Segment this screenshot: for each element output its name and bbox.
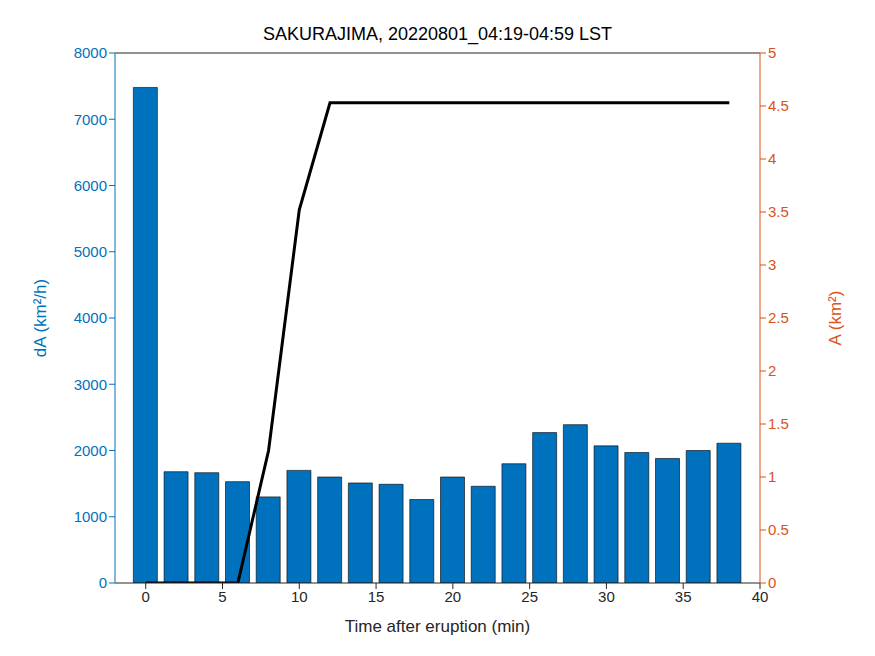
svg-text:5000: 5000 <box>74 243 107 260</box>
svg-text:3000: 3000 <box>74 376 107 393</box>
svg-text:7000: 7000 <box>74 111 107 128</box>
svg-text:4000: 4000 <box>74 309 107 326</box>
svg-text:5: 5 <box>768 44 776 61</box>
svg-text:30: 30 <box>598 588 615 605</box>
svg-text:40: 40 <box>752 588 769 605</box>
svg-text:1: 1 <box>768 468 776 485</box>
svg-text:1000: 1000 <box>74 508 107 525</box>
svg-text:2.5: 2.5 <box>768 309 789 326</box>
svg-text:0.5: 0.5 <box>768 521 789 538</box>
svg-text:4.5: 4.5 <box>768 97 789 114</box>
svg-text:0: 0 <box>142 588 150 605</box>
svg-text:2000: 2000 <box>74 442 107 459</box>
svg-text:2: 2 <box>768 362 776 379</box>
svg-text:3.5: 3.5 <box>768 203 789 220</box>
svg-text:35: 35 <box>675 588 692 605</box>
svg-text:5: 5 <box>218 588 226 605</box>
svg-text:25: 25 <box>521 588 538 605</box>
svg-text:15: 15 <box>368 588 385 605</box>
svg-text:6000: 6000 <box>74 177 107 194</box>
svg-text:1.5: 1.5 <box>768 415 789 432</box>
svg-text:dA (km²/h): dA (km²/h) <box>31 279 50 357</box>
svg-text:Time after eruption (min): Time after eruption (min) <box>345 617 530 636</box>
svg-text:20: 20 <box>445 588 462 605</box>
svg-text:3: 3 <box>768 256 776 273</box>
svg-text:10: 10 <box>291 588 308 605</box>
svg-text:A (km²): A (km²) <box>826 291 845 346</box>
svg-text:8000: 8000 <box>74 44 107 61</box>
svg-text:4: 4 <box>768 150 776 167</box>
html-text:SAKURAJIMA, 20220801_04:19-04:: SAKURAJIMA, 20220801_04:19-04:59 LST <box>262 24 613 44</box>
svg-text:0: 0 <box>99 574 107 591</box>
svg-text:0: 0 <box>768 574 776 591</box>
